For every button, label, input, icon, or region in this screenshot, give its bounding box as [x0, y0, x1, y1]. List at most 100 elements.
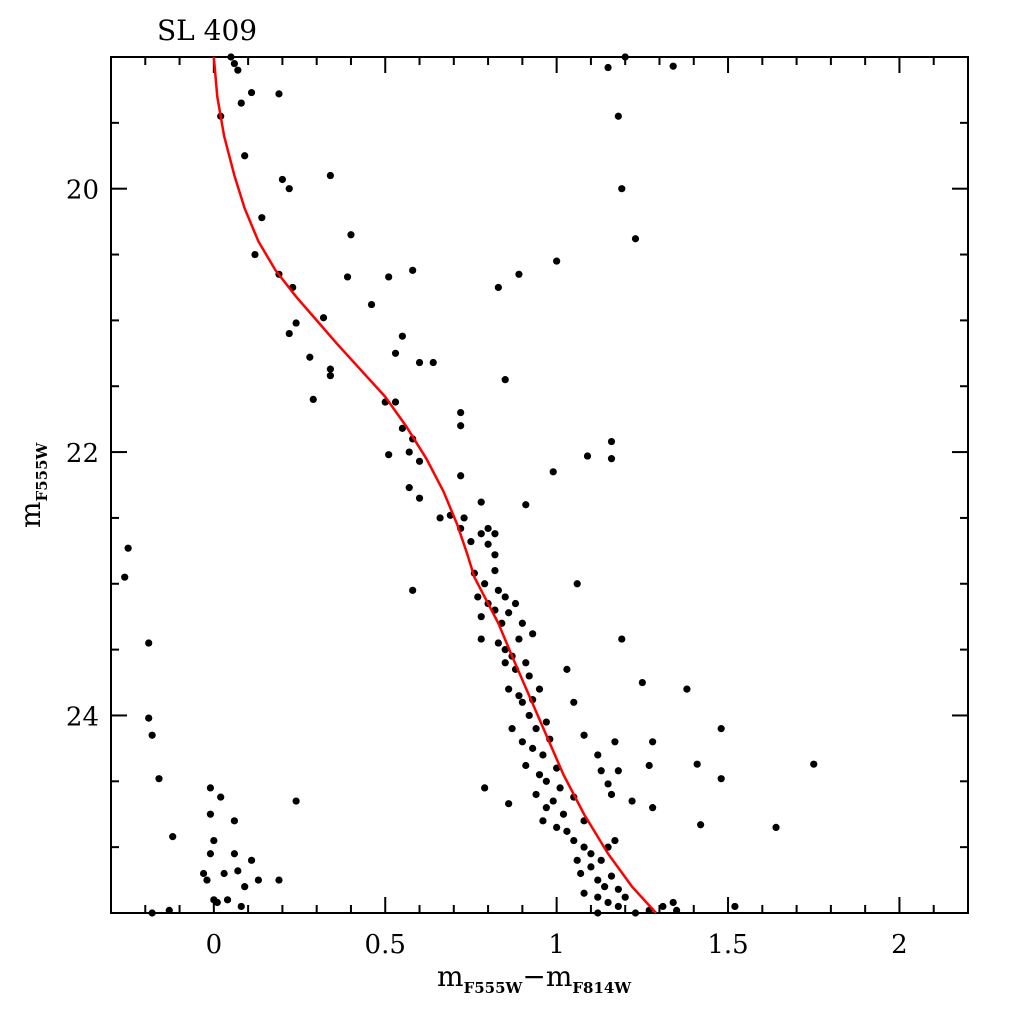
star-point — [415, 457, 424, 465]
star-point — [587, 863, 595, 871]
star-point — [405, 448, 413, 456]
star-point — [542, 718, 550, 726]
star-point — [693, 760, 701, 768]
star-point — [165, 906, 173, 914]
star-point — [563, 827, 571, 835]
star-point — [549, 797, 557, 805]
star-point — [659, 902, 667, 911]
star-point — [494, 586, 502, 594]
star-point — [251, 250, 259, 259]
x-axis-label: mF555W−mF814W — [437, 960, 632, 997]
x-axis-label-part-1: m — [437, 960, 464, 993]
star-point — [347, 231, 355, 239]
axis-ticks — [111, 57, 968, 913]
star-point — [210, 836, 218, 845]
star-point — [477, 498, 485, 506]
star-point — [649, 738, 657, 746]
scatter-points — [121, 53, 818, 917]
star-point — [559, 810, 568, 818]
star-point — [515, 692, 523, 700]
star-point — [614, 112, 622, 120]
star-point — [206, 850, 215, 858]
x-axis-label-sub-2: F814W — [572, 979, 632, 997]
star-point — [292, 797, 300, 805]
x-tick-label: 0.5 — [365, 930, 406, 960]
star-point — [220, 869, 228, 878]
star-point — [597, 767, 605, 775]
star-point — [580, 731, 588, 739]
star-point — [145, 639, 153, 647]
star-point — [230, 59, 239, 68]
star-point — [518, 698, 526, 706]
star-point — [505, 685, 513, 693]
star-point — [583, 452, 592, 460]
y-tick-label: 24 — [66, 702, 99, 732]
star-point — [484, 524, 492, 533]
star-point — [481, 784, 489, 792]
star-point — [457, 408, 465, 417]
y-axis-label-sub: F555W — [33, 441, 51, 501]
star-point — [124, 544, 132, 552]
star-point — [532, 725, 540, 733]
star-point — [539, 817, 547, 825]
x-tick-label: 1.5 — [707, 930, 748, 960]
star-point — [628, 797, 636, 805]
star-point — [385, 273, 393, 281]
star-point — [594, 893, 602, 901]
star-point — [570, 836, 578, 845]
star-point — [491, 567, 499, 575]
y-axis-label-text: m — [14, 501, 47, 528]
star-point — [278, 175, 286, 184]
star-point — [669, 898, 677, 907]
star-point — [563, 665, 571, 673]
star-point — [474, 593, 482, 601]
y-axis-label-group: mF555W — [14, 441, 51, 528]
star-point — [580, 843, 588, 851]
star-point — [621, 893, 629, 901]
star-point — [326, 365, 334, 373]
star-point — [258, 214, 266, 222]
star-point — [511, 599, 520, 608]
star-point — [155, 775, 163, 783]
star-point — [532, 790, 540, 799]
star-point — [631, 235, 640, 243]
star-point — [597, 856, 605, 864]
star-point — [697, 821, 705, 829]
star-point — [614, 902, 622, 911]
star-point — [409, 586, 417, 594]
star-point — [683, 685, 691, 693]
star-point — [638, 678, 646, 687]
star-point — [614, 885, 622, 893]
star-point — [577, 869, 585, 878]
star-point — [529, 630, 537, 638]
y-axis-label: mF555W — [14, 441, 51, 528]
star-point — [611, 836, 619, 845]
x-tick-label: 0 — [206, 930, 223, 960]
star-point — [148, 909, 156, 917]
star-point — [275, 90, 283, 98]
star-point — [230, 817, 239, 825]
star-point — [223, 896, 232, 904]
star-point — [601, 883, 609, 891]
x-axis-label-sub-1: F555W — [464, 979, 524, 997]
star-point — [535, 685, 544, 693]
star-point — [522, 659, 530, 667]
star-point — [247, 856, 256, 864]
star-point — [529, 744, 537, 752]
star-point — [227, 53, 235, 61]
star-point — [542, 804, 550, 812]
star-point — [481, 580, 489, 588]
star-point — [810, 760, 818, 768]
isochrone-line — [212, 56, 657, 914]
star-point — [594, 876, 602, 884]
star-point — [525, 711, 533, 720]
star-point — [398, 332, 406, 340]
star-point — [213, 898, 221, 907]
star-point — [673, 906, 681, 914]
star-point — [501, 376, 509, 384]
star-point — [549, 468, 557, 476]
star-point — [203, 876, 211, 884]
star-point — [607, 790, 616, 799]
star-point — [631, 909, 640, 917]
